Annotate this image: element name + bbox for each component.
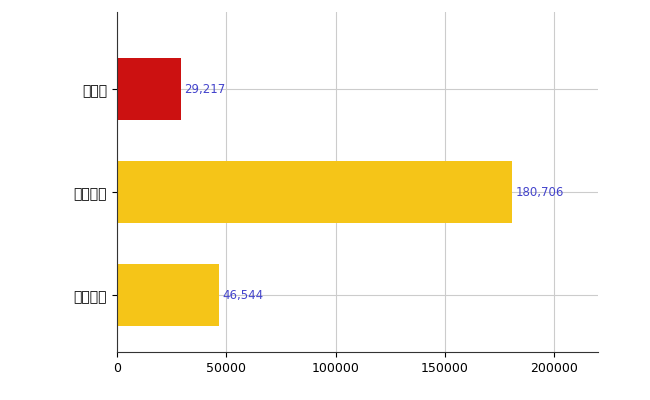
Bar xyxy=(117,264,219,326)
Bar xyxy=(117,58,181,120)
Text: 180,706: 180,706 xyxy=(515,186,564,199)
Bar xyxy=(117,161,512,223)
Text: 46,544: 46,544 xyxy=(222,289,263,302)
Text: 29,217: 29,217 xyxy=(184,83,226,96)
